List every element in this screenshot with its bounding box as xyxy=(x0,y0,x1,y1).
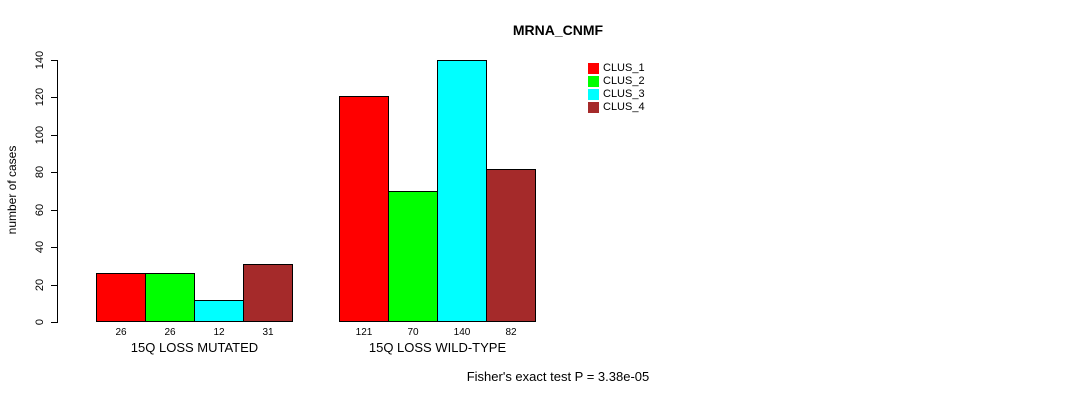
bar-value-label: 12 xyxy=(213,327,225,338)
bar-value-label: 82 xyxy=(505,327,517,338)
y-tick xyxy=(51,247,58,248)
bar-clus_4-group2 xyxy=(486,169,536,322)
legend-item: CLUS_4 xyxy=(588,101,645,114)
bar-value-label: 26 xyxy=(164,327,176,338)
legend-item: CLUS_3 xyxy=(588,88,645,101)
y-tick xyxy=(51,60,58,61)
y-tick-label: 20 xyxy=(34,278,46,292)
bar-value-label: 26 xyxy=(115,327,127,338)
bar-value-label: 70 xyxy=(407,327,419,338)
y-tick xyxy=(51,135,58,136)
bar-value-label: 31 xyxy=(262,327,274,338)
y-axis-title: number of cases xyxy=(5,145,19,235)
legend-label: CLUS_4 xyxy=(603,101,645,113)
y-tick xyxy=(51,285,58,286)
bar-clus_1-group1 xyxy=(96,273,146,322)
legend-swatch-clus_1 xyxy=(588,63,599,74)
legend-swatch-clus_2 xyxy=(588,76,599,87)
legend: CLUS_1 CLUS_2 CLUS_3 CLUS_4 xyxy=(588,62,645,114)
y-tick-label: 120 xyxy=(34,87,46,107)
y-tick-label: 140 xyxy=(34,50,46,70)
y-tick xyxy=(51,210,58,211)
legend-label: CLUS_3 xyxy=(603,88,645,100)
y-axis-line xyxy=(57,60,58,323)
legend-swatch-clus_3 xyxy=(588,89,599,100)
y-tick xyxy=(51,172,58,173)
bar-clus_1-group2 xyxy=(339,96,389,322)
legend-swatch-clus_4 xyxy=(588,102,599,113)
legend-label: CLUS_2 xyxy=(603,75,645,87)
legend-label: CLUS_1 xyxy=(603,62,645,74)
bar-clus_3-group1 xyxy=(194,300,244,322)
y-tick-label: 40 xyxy=(34,240,46,254)
bar-value-label: 121 xyxy=(355,327,373,338)
group-label-mutated: 15Q LOSS MUTATED xyxy=(130,340,259,355)
group-label-wildtype: 15Q LOSS WILD-TYPE xyxy=(368,340,507,355)
y-tick-label: 0 xyxy=(34,318,46,326)
bar-clus_2-group1 xyxy=(145,273,195,322)
y-tick xyxy=(51,322,58,323)
y-tick-label: 100 xyxy=(34,125,46,145)
y-tick-label: 80 xyxy=(34,165,46,179)
bar-value-label: 140 xyxy=(453,327,471,338)
chart-title: MRNA_CNMF xyxy=(512,22,604,38)
bar-clus_4-group1 xyxy=(243,264,293,322)
legend-item: CLUS_1 xyxy=(588,62,645,75)
y-tick-label: 60 xyxy=(34,203,46,217)
y-tick xyxy=(51,97,58,98)
legend-item: CLUS_2 xyxy=(588,75,645,88)
bar-clus_3-group2 xyxy=(437,60,487,322)
annotation-text: Fisher's exact test P = 3.38e-05 xyxy=(466,369,650,384)
bar-clus_2-group2 xyxy=(388,191,438,322)
